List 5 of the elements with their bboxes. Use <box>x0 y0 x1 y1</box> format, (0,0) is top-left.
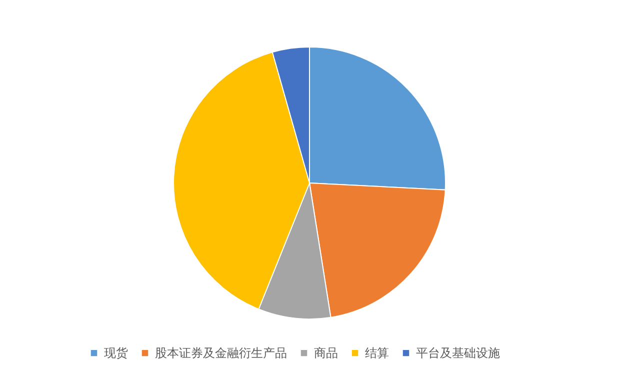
legend-label: 股本证券及金融衍生产品 <box>155 346 287 360</box>
legend-label: 结算 <box>365 346 389 360</box>
legend-label: 商品 <box>314 346 338 360</box>
legend-label: 现货 <box>104 346 128 360</box>
legend-label: 平台及基础设施 <box>416 346 500 360</box>
